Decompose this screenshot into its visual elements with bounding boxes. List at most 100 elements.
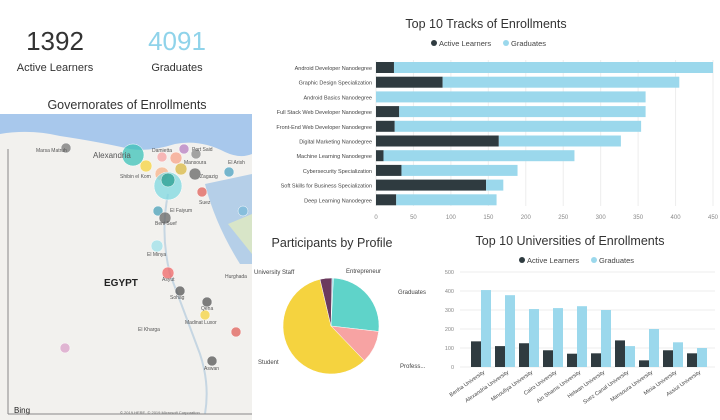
legend-graduates-marker [591,257,597,263]
sinai [228,214,252,254]
legend-graduates-label: Graduates [511,39,546,48]
bar-active [376,62,394,73]
bar-active [376,164,402,176]
bar-active [376,120,395,132]
map-place-label: Madinat Luxor [185,320,217,326]
bar-active [687,353,697,367]
map-bubble [158,211,172,225]
map-place-label: Suez [199,200,211,206]
bar-active [376,135,499,147]
legend-active-marker [519,257,525,263]
bar-graduates [577,306,587,367]
map-place-label: Alexandria [93,151,131,160]
map-bubble [161,266,175,280]
map-bubble [188,167,202,181]
map-bubble [156,151,168,163]
bar-graduates [376,91,646,103]
profile-pie-chart: Entrepreneur Graduates Profess... Student Un… [254,269,426,375]
country-label: EGYPT [104,278,138,289]
map-bubble [174,162,188,176]
map-place-label: Beni Suef [155,221,177,227]
map-bubble [230,326,242,338]
y-tick-label: 300 [445,308,454,314]
map-place-label: Aswan [204,366,219,372]
bar-graduates [394,120,642,132]
map-place-label: El Kharga [138,327,160,333]
map-place-label: Qena [201,306,213,312]
map-place-label: El Faiyum [170,208,192,214]
x-tick-label: 300 [596,215,607,221]
bar-graduates [553,308,563,367]
bar-graduates [601,310,611,367]
university-label: Alexandria University [464,370,510,405]
x-tick-label: 200 [521,215,532,221]
x-tick-label: 0 [374,215,378,221]
bar-graduates [625,346,635,367]
map-bubble [121,143,145,167]
university-label: Minoufiya University [490,370,534,403]
kpi-graduates-value: 4091 [148,26,206,56]
bar-active [376,150,384,162]
y-tick-label: 0 [451,365,454,371]
map-bubble [206,355,218,367]
tracks-title: Top 10 Tracks of Enrollments [405,17,567,31]
track-label: Deep Learning Nanodegree [304,198,372,204]
map-bubble [169,151,183,165]
y-tick-label: 100 [445,346,454,352]
bar-active [519,343,529,367]
bar-active [591,353,601,367]
map[interactable]: EGYPT Bing © 2019 HERE, © 2019 Microsoft… [0,114,252,420]
bing-logo: Bing [14,406,30,415]
universities-title: Top 10 Universities of Enrollments [475,234,665,248]
legend-active-marker [431,40,437,46]
x-tick-label: 450 [708,215,719,221]
map-place-label: Mansoura [184,160,206,166]
x-tick-label: 150 [483,215,494,221]
track-label: Full Stack Web Developer Nanodegree [277,110,372,116]
track-label: Front-End Web Developer Nanodegree [276,125,372,131]
bar-graduates [399,106,646,118]
bar-graduates [498,135,621,147]
sea [0,114,252,157]
bar-active [376,179,487,191]
legend-graduates-label: Graduates [599,256,634,265]
map-place-label: Zagazig [200,174,218,180]
pie-label: Student [258,360,279,366]
legend-graduates-marker [503,40,509,46]
map-bubble [174,285,186,297]
x-tick-label: 400 [671,215,682,221]
map-place-label: Asyut [162,277,175,283]
bar-active [543,350,553,367]
bar-active [471,341,481,367]
map-bubble [223,166,235,178]
y-tick-label: 400 [445,289,454,295]
pie-slice [319,277,333,327]
pie-label: University Staff [254,270,295,276]
track-label: Android Basics Nanodegree [304,95,373,101]
map-bubble [199,309,211,321]
map-copyright: © 2019 HERE, © 2019 Microsoft Corporatio… [120,410,200,415]
bar-graduates [697,348,707,367]
track-label: Soft Skills for Business Specialization [281,184,372,190]
map-bubble [201,296,213,308]
map-bubble [60,142,72,154]
x-tick-label: 50 [410,215,417,221]
map-bubble [196,186,208,198]
track-label: Cybersecurity Specialization [303,169,372,175]
tracks-chart: Active Learners Graduates 0 50 100 150 200 250 3… [276,39,719,221]
track-label: Digital Marketing Nanodegree [299,140,372,146]
map-bubble [152,205,164,217]
map-place-label: El Arish [228,160,245,166]
kpi-active-label: Active Learners [16,62,94,74]
track-label: Android Developer Nanodegree [295,66,372,72]
x-tick-label: 250 [558,215,569,221]
map-place-label: El Minya [147,252,166,258]
map-bubble [237,205,249,217]
map-place-label: Marsa Matruh [36,148,67,154]
bar-active [639,360,649,367]
map-bubble [178,143,190,155]
universities-chart: Active Learners Graduates 0 100 200 300 400 500… [445,256,715,406]
bar-active [495,346,505,367]
pie-label: Graduates [398,290,426,296]
kpi-active-value: 1392 [26,26,84,56]
